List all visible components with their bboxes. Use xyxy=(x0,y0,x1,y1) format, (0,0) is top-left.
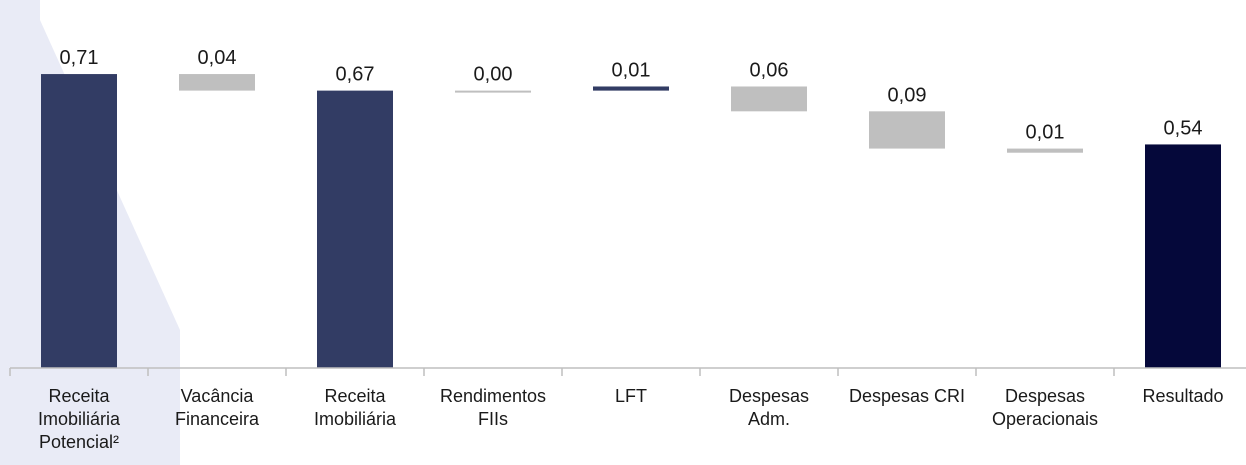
category-label-7: Despesas CRI xyxy=(849,386,965,406)
x-axis xyxy=(9,367,1246,376)
bars-layer xyxy=(41,74,1221,369)
bar-8 xyxy=(1007,148,1083,153)
data-label-5: 0,01 xyxy=(612,59,651,81)
bar-3 xyxy=(317,90,393,369)
labels-layer: 0,71 Receita Imobiliária Potencial² 0,04 Vacâ… xyxy=(38,47,1224,452)
bar-5 xyxy=(593,86,669,91)
data-label-1: 0,71 xyxy=(60,47,99,69)
data-label-7: 0,09 xyxy=(888,84,927,106)
category-label-3: Receita Imobiliária xyxy=(314,386,397,429)
data-label-6: 0,06 xyxy=(750,59,789,81)
data-label-8: 0,01 xyxy=(1026,122,1065,144)
category-label-1: Receita Imobiliária Potencial² xyxy=(38,386,121,452)
bar-6 xyxy=(731,86,807,112)
data-label-9: 0,54 xyxy=(1164,117,1203,139)
category-label-5: LFT xyxy=(615,386,647,406)
data-label-3: 0,67 xyxy=(336,64,375,86)
data-label-4: 0,00 xyxy=(474,64,513,86)
category-label-2: Vacância Financeira xyxy=(175,386,260,429)
category-label-4: Rendimentos FIIs xyxy=(440,386,546,429)
bar-4 xyxy=(455,90,531,93)
bar-9 xyxy=(1145,144,1221,368)
bar-7 xyxy=(869,111,945,149)
category-label-6: Despesas Adm. xyxy=(729,386,809,429)
category-label-9: Resultado xyxy=(1142,386,1223,406)
bar-2 xyxy=(179,74,255,91)
category-label-8: Despesas Operacionais xyxy=(992,386,1098,429)
data-label-2: 0,04 xyxy=(198,47,237,69)
bar-1 xyxy=(41,74,117,368)
